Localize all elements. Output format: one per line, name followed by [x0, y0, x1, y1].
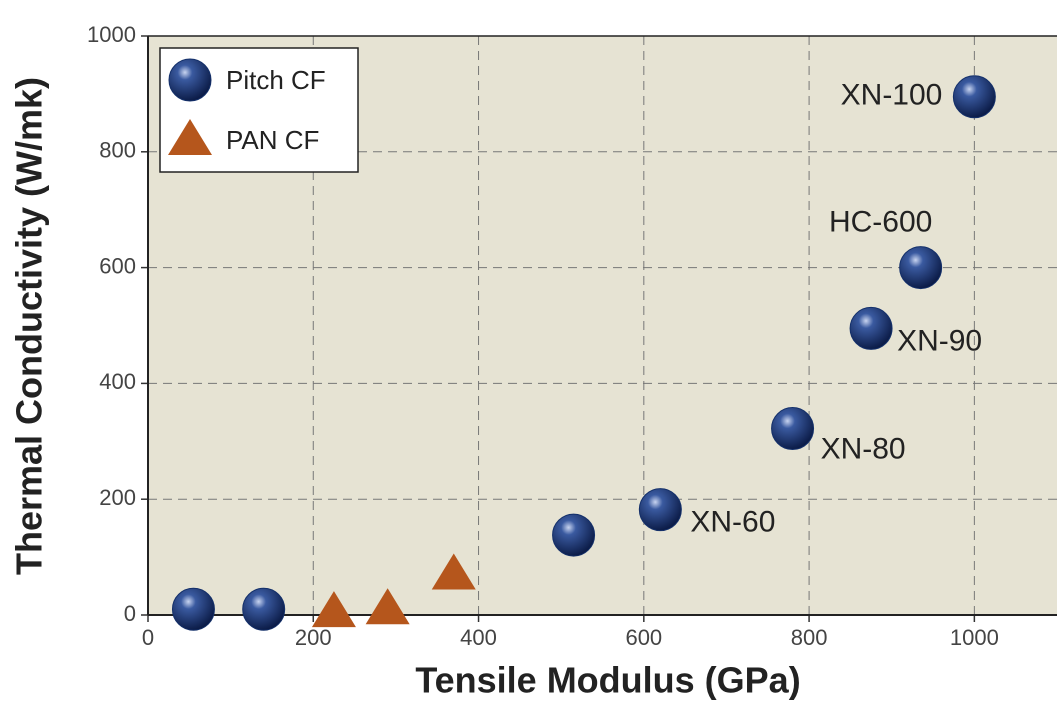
x-tick-label: 600 — [625, 625, 662, 650]
y-tick-label: 600 — [99, 253, 136, 278]
x-tick-label: 0 — [142, 625, 154, 650]
y-tick-label: 400 — [99, 369, 136, 394]
legend-label: PAN CF — [226, 125, 319, 155]
point — [952, 75, 996, 119]
x-tick-label: 1000 — [950, 625, 999, 650]
point — [171, 587, 215, 631]
point-label: XN-60 — [690, 506, 775, 539]
y-axis-title: Thermal Conductivity (W/mk) — [9, 77, 50, 575]
point — [431, 553, 476, 590]
point — [365, 588, 410, 625]
x-tick-label: 400 — [460, 625, 497, 650]
point — [311, 591, 356, 628]
point — [638, 488, 682, 532]
y-tick-label: 200 — [99, 485, 136, 510]
point — [849, 306, 893, 350]
y-tick-label: 800 — [99, 138, 136, 163]
y-tick-label: 1000 — [87, 22, 136, 47]
point-label: XN-90 — [897, 324, 982, 357]
x-tick-label: 200 — [295, 625, 332, 650]
x-tick-label: 800 — [791, 625, 828, 650]
legend-marker — [168, 58, 212, 102]
point — [242, 587, 286, 631]
x-axis-title: Tensile Modulus (GPa) — [415, 660, 800, 701]
point — [552, 513, 596, 557]
point-label: HC-600 — [829, 206, 932, 239]
point-label: XN-100 — [841, 79, 943, 112]
point — [899, 246, 943, 290]
point-label: XN-80 — [821, 432, 906, 465]
point — [771, 407, 815, 451]
legend-marker — [168, 119, 212, 155]
legend-label: Pitch CF — [226, 65, 326, 95]
y-tick-label: 0 — [124, 601, 136, 626]
